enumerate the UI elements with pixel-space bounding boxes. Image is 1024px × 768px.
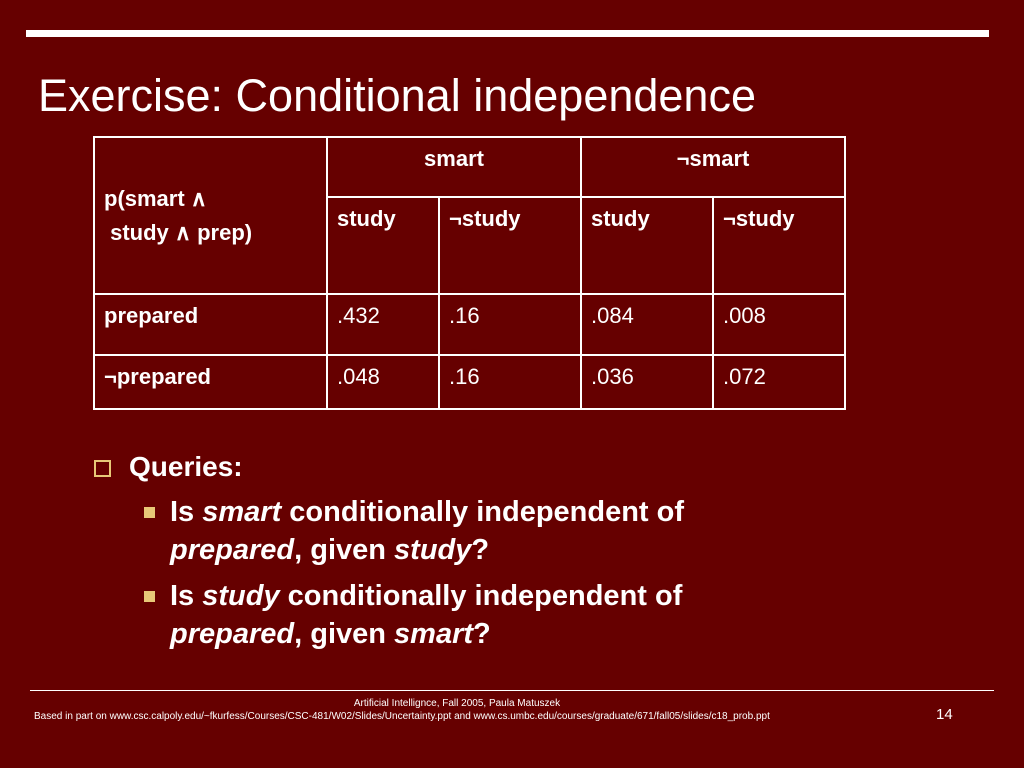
query-given: , given [294, 534, 395, 566]
footer-rule [30, 690, 994, 691]
hollow-square-bullet-icon [94, 460, 111, 477]
query-prefix: Is [170, 496, 203, 528]
top-rule [26, 30, 989, 37]
probability-table: p(smart ∧ study ∧ prep) smart ¬smart stu… [93, 135, 846, 411]
row-label-prepared: prepared [93, 293, 328, 356]
query-term: prepared [170, 534, 295, 566]
queries-heading-item: Queries: [90, 449, 850, 485]
table-cell: .16 [438, 293, 582, 356]
table-cell: .048 [326, 353, 440, 411]
sub-header-study: study [326, 196, 440, 296]
query-item: Is study conditionally independent of pr… [144, 577, 850, 653]
query-term: prepared [170, 618, 295, 650]
sub-header-not-study: ¬study [438, 196, 582, 296]
query-term: smart [202, 496, 282, 528]
page-number: 14 [936, 706, 953, 723]
query-suffix: ? [473, 618, 491, 650]
table-row: prepared .432 .16 .084 .008 [93, 293, 846, 356]
query-middle: conditionally independent of [281, 496, 685, 528]
query-text: Is smart conditionally independent of pr… [170, 493, 810, 569]
footer-credit: Artificial Intellignce, Fall 2005, Paula… [353, 698, 561, 709]
table-cell: .008 [712, 293, 846, 356]
filled-square-bullet-icon [144, 507, 155, 518]
query-middle: conditionally independent of [279, 580, 683, 612]
table-cell: .084 [580, 293, 714, 356]
table-cell: .16 [438, 353, 582, 411]
table-corner-cell: p(smart ∧ study ∧ prep) [93, 135, 328, 296]
group-header-smart: smart [326, 135, 582, 199]
sub-header-study: study [580, 196, 714, 296]
query-term: study [394, 534, 472, 566]
slide-title: Exercise: Conditional independence [38, 70, 756, 121]
query-term: study [202, 580, 280, 612]
group-header-not-smart: ¬smart [580, 135, 846, 199]
queries-heading: Queries: [129, 451, 243, 482]
table-cell: .036 [580, 353, 714, 411]
row-label-not-prepared: ¬prepared [93, 353, 328, 411]
footer-source: Based in part on www.csc.calpoly.edu/~fk… [34, 711, 770, 722]
query-suffix: ? [471, 534, 490, 566]
corner-line-2: study ∧ prep) [104, 219, 253, 245]
sub-header-not-study: ¬study [712, 196, 846, 296]
query-text: Is study conditionally independent of pr… [170, 577, 810, 653]
query-term: smart [394, 618, 474, 650]
query-prefix: Is [170, 580, 203, 612]
query-given: , given [294, 618, 395, 650]
filled-square-bullet-icon [144, 591, 155, 602]
table-cell: .072 [712, 353, 846, 411]
table-row: ¬prepared .048 .16 .036 .072 [93, 353, 846, 411]
queries-list: Queries: Is smart conditionally independ… [90, 449, 850, 653]
table-cell: .432 [326, 293, 440, 356]
query-item: Is smart conditionally independent of pr… [144, 493, 850, 569]
corner-line-1: p(smart ∧ [104, 185, 207, 211]
